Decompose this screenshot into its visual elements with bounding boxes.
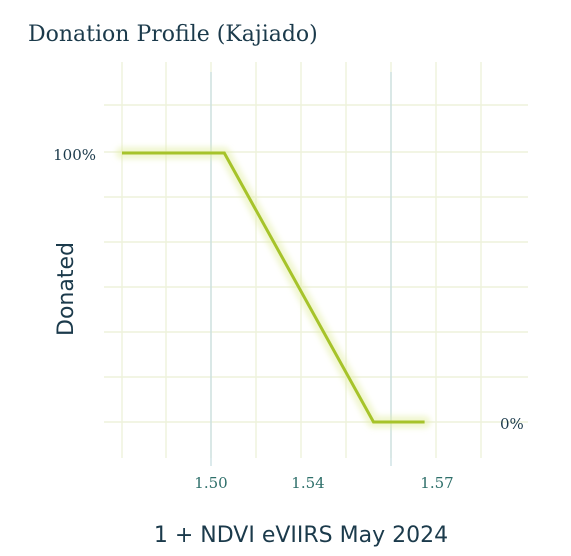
y-axis-title: Donated	[54, 242, 79, 336]
profile-line	[122, 151, 425, 424]
y-tick-label: 0%	[500, 415, 524, 433]
grid	[104, 62, 528, 458]
x-tick-label: 1.50	[194, 474, 227, 492]
y-tick-label: 100%	[53, 146, 96, 164]
chart-title: Donation Profile (Kajiado)	[28, 22, 318, 47]
x-tick-label: 1.54	[291, 474, 324, 492]
x-axis-title: 1 + NDVI eVIIRS May 2024	[154, 523, 448, 548]
profile-series	[116, 147, 431, 428]
x-tick-label: 1.57	[420, 474, 453, 492]
threshold-lines	[210, 72, 392, 466]
